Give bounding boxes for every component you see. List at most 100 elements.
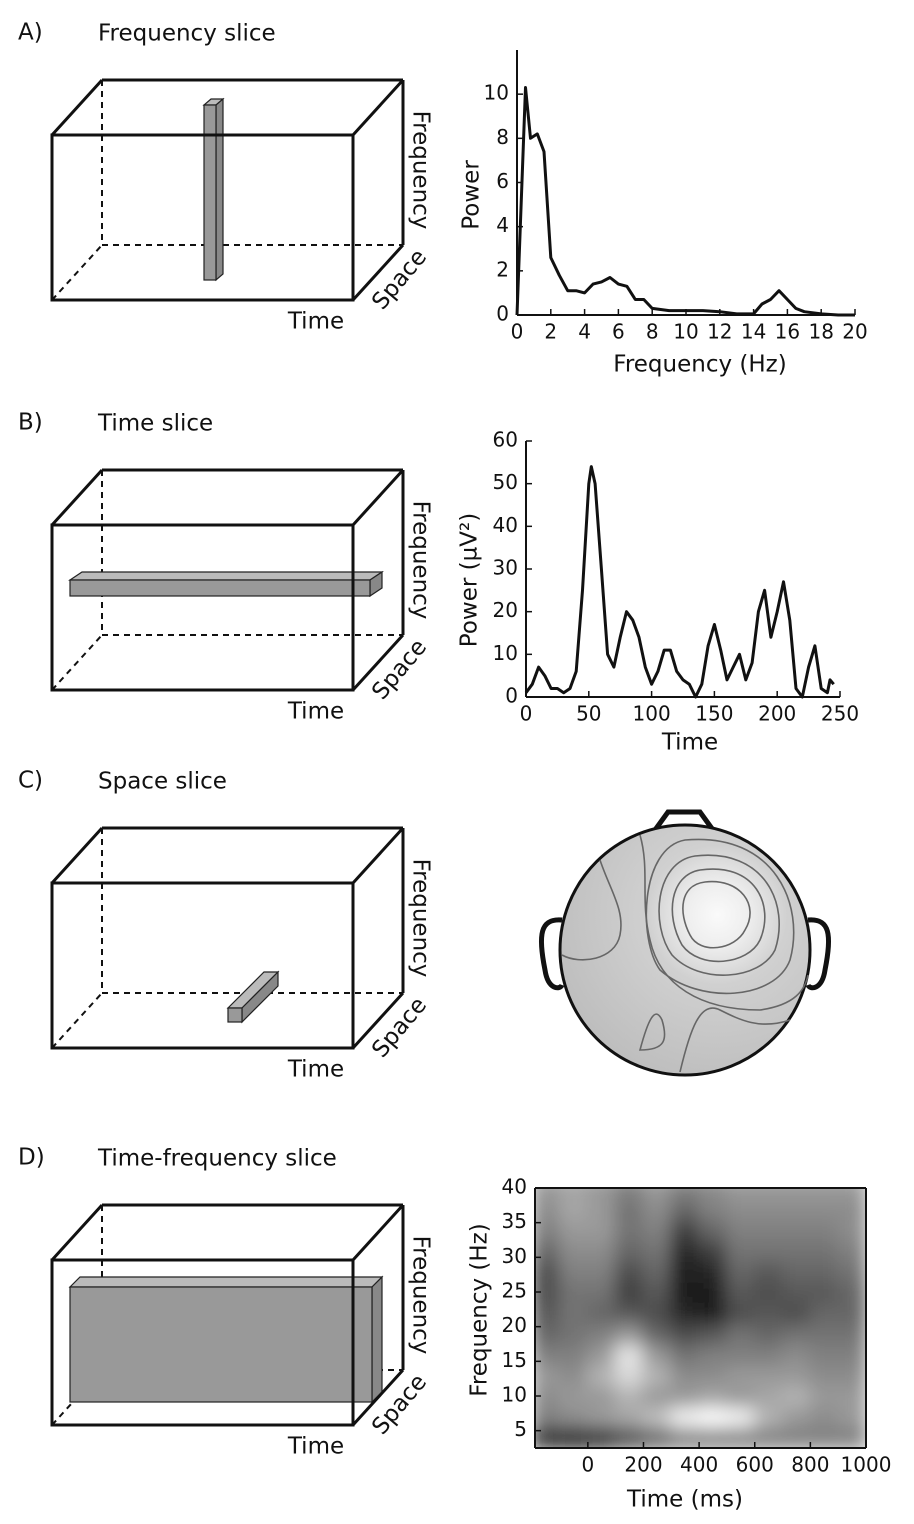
heat-cell	[642, 1426, 673, 1448]
heat-cell	[837, 1426, 866, 1448]
heat-cell	[642, 1363, 673, 1387]
heat-cell	[725, 1363, 756, 1387]
x-tick-label: 2	[544, 320, 557, 344]
heat-cell	[670, 1239, 701, 1262]
y-tick-label: 60	[493, 428, 518, 452]
x-tick-label: 12	[707, 320, 732, 344]
heat-cell	[670, 1218, 701, 1241]
y-tick-label: 40	[493, 513, 518, 537]
heat-cell	[535, 1301, 562, 1325]
cube-front	[50, 1258, 355, 1427]
heat-cell	[559, 1343, 589, 1366]
heat-cell	[586, 1426, 617, 1448]
panel-label: B)	[18, 410, 43, 436]
heat-cell	[837, 1280, 866, 1304]
heat-cell	[781, 1218, 812, 1241]
heat-cell	[670, 1426, 701, 1448]
heatmap-cells	[535, 1188, 866, 1448]
x-tick-label: 0	[581, 1453, 594, 1477]
cube-axis-label: Frequency	[408, 501, 434, 620]
heat-cell	[535, 1405, 562, 1429]
heat-cell	[753, 1405, 784, 1429]
heat-cell	[781, 1405, 812, 1429]
heat-cell	[642, 1384, 673, 1408]
cube-edge	[351, 78, 405, 137]
heat-cell	[781, 1426, 812, 1448]
y-tick-label: 5	[514, 1417, 527, 1441]
heat-cell	[535, 1239, 562, 1262]
heat-cell	[809, 1188, 840, 1200]
x-tick-label: 200	[758, 702, 796, 726]
heat-cell	[559, 1301, 589, 1325]
heat-cell	[809, 1363, 840, 1387]
heat-cell	[809, 1239, 840, 1262]
heat-cell	[837, 1405, 866, 1429]
heat-cell	[535, 1188, 562, 1200]
heat-cell	[614, 1259, 645, 1283]
heat-cell	[535, 1343, 562, 1366]
y-tick-label: 0	[505, 684, 518, 708]
cube-axis-label: Space	[367, 634, 432, 704]
heat-cell	[781, 1384, 812, 1408]
heat-cell	[670, 1197, 701, 1221]
slice-front	[203, 104, 217, 281]
cube-axis-label: Space	[367, 992, 432, 1062]
data-line	[515, 86, 855, 317]
heat-cell	[837, 1363, 866, 1387]
heat-cell	[753, 1218, 784, 1241]
x-tick-label: 0	[520, 702, 533, 726]
x-tick-label: 18	[808, 320, 833, 344]
heat-cell	[535, 1259, 562, 1283]
cube-axis-label: Time	[287, 309, 344, 335]
y-tick-label: 8	[496, 125, 509, 149]
cube-edge	[351, 1368, 405, 1427]
heat-cell	[698, 1188, 728, 1200]
heat-cell	[586, 1218, 617, 1241]
heat-cell	[614, 1405, 645, 1429]
y-tick-label: 10	[484, 81, 509, 105]
cube-axis-label: Space	[367, 244, 432, 314]
heat-cell	[725, 1322, 756, 1345]
heat-cell	[809, 1405, 840, 1429]
heat-cell	[614, 1426, 645, 1448]
x-tick-label: 100	[633, 702, 671, 726]
panel-title: Time-frequency slice	[97, 1146, 337, 1172]
y-tick-label: 10	[493, 641, 518, 665]
y-tick-label: 2	[496, 257, 509, 281]
heat-cell	[809, 1280, 840, 1304]
cube-edge	[351, 468, 405, 527]
y-tick-label: 50	[493, 470, 518, 494]
cube-edge	[351, 633, 405, 692]
heat-cell	[559, 1405, 589, 1429]
y-tick-label: 40	[502, 1175, 527, 1199]
heat-cell	[781, 1197, 812, 1221]
heat-cell	[837, 1322, 866, 1345]
heat-cell	[614, 1197, 645, 1221]
heat-cell	[586, 1363, 617, 1387]
cube-edge	[51, 244, 103, 301]
y-tick-label: 20	[493, 598, 518, 622]
heat-cell	[559, 1239, 589, 1262]
heat-cell	[698, 1343, 728, 1366]
heat-cell	[809, 1301, 840, 1325]
heat-cell	[642, 1218, 673, 1241]
panel-title: Frequency slice	[98, 21, 276, 47]
heat-cell	[837, 1384, 866, 1408]
x-tick-label: 200	[624, 1453, 662, 1477]
heat-cell	[642, 1343, 673, 1366]
heat-cell	[781, 1280, 812, 1304]
cube-edge	[51, 634, 103, 691]
heat-cell	[698, 1384, 728, 1408]
heat-cell	[535, 1363, 562, 1387]
heat-cell	[642, 1280, 673, 1304]
heat-cell	[559, 1188, 589, 1200]
cube-front	[50, 523, 355, 692]
heat-cell	[809, 1343, 840, 1366]
x-tick-label: 16	[775, 320, 800, 344]
heat-cell	[670, 1301, 701, 1325]
cube-edge	[50, 78, 104, 137]
y-tick-label: 15	[502, 1348, 527, 1372]
cube-edge	[50, 1203, 104, 1262]
heat-cell	[753, 1301, 784, 1325]
